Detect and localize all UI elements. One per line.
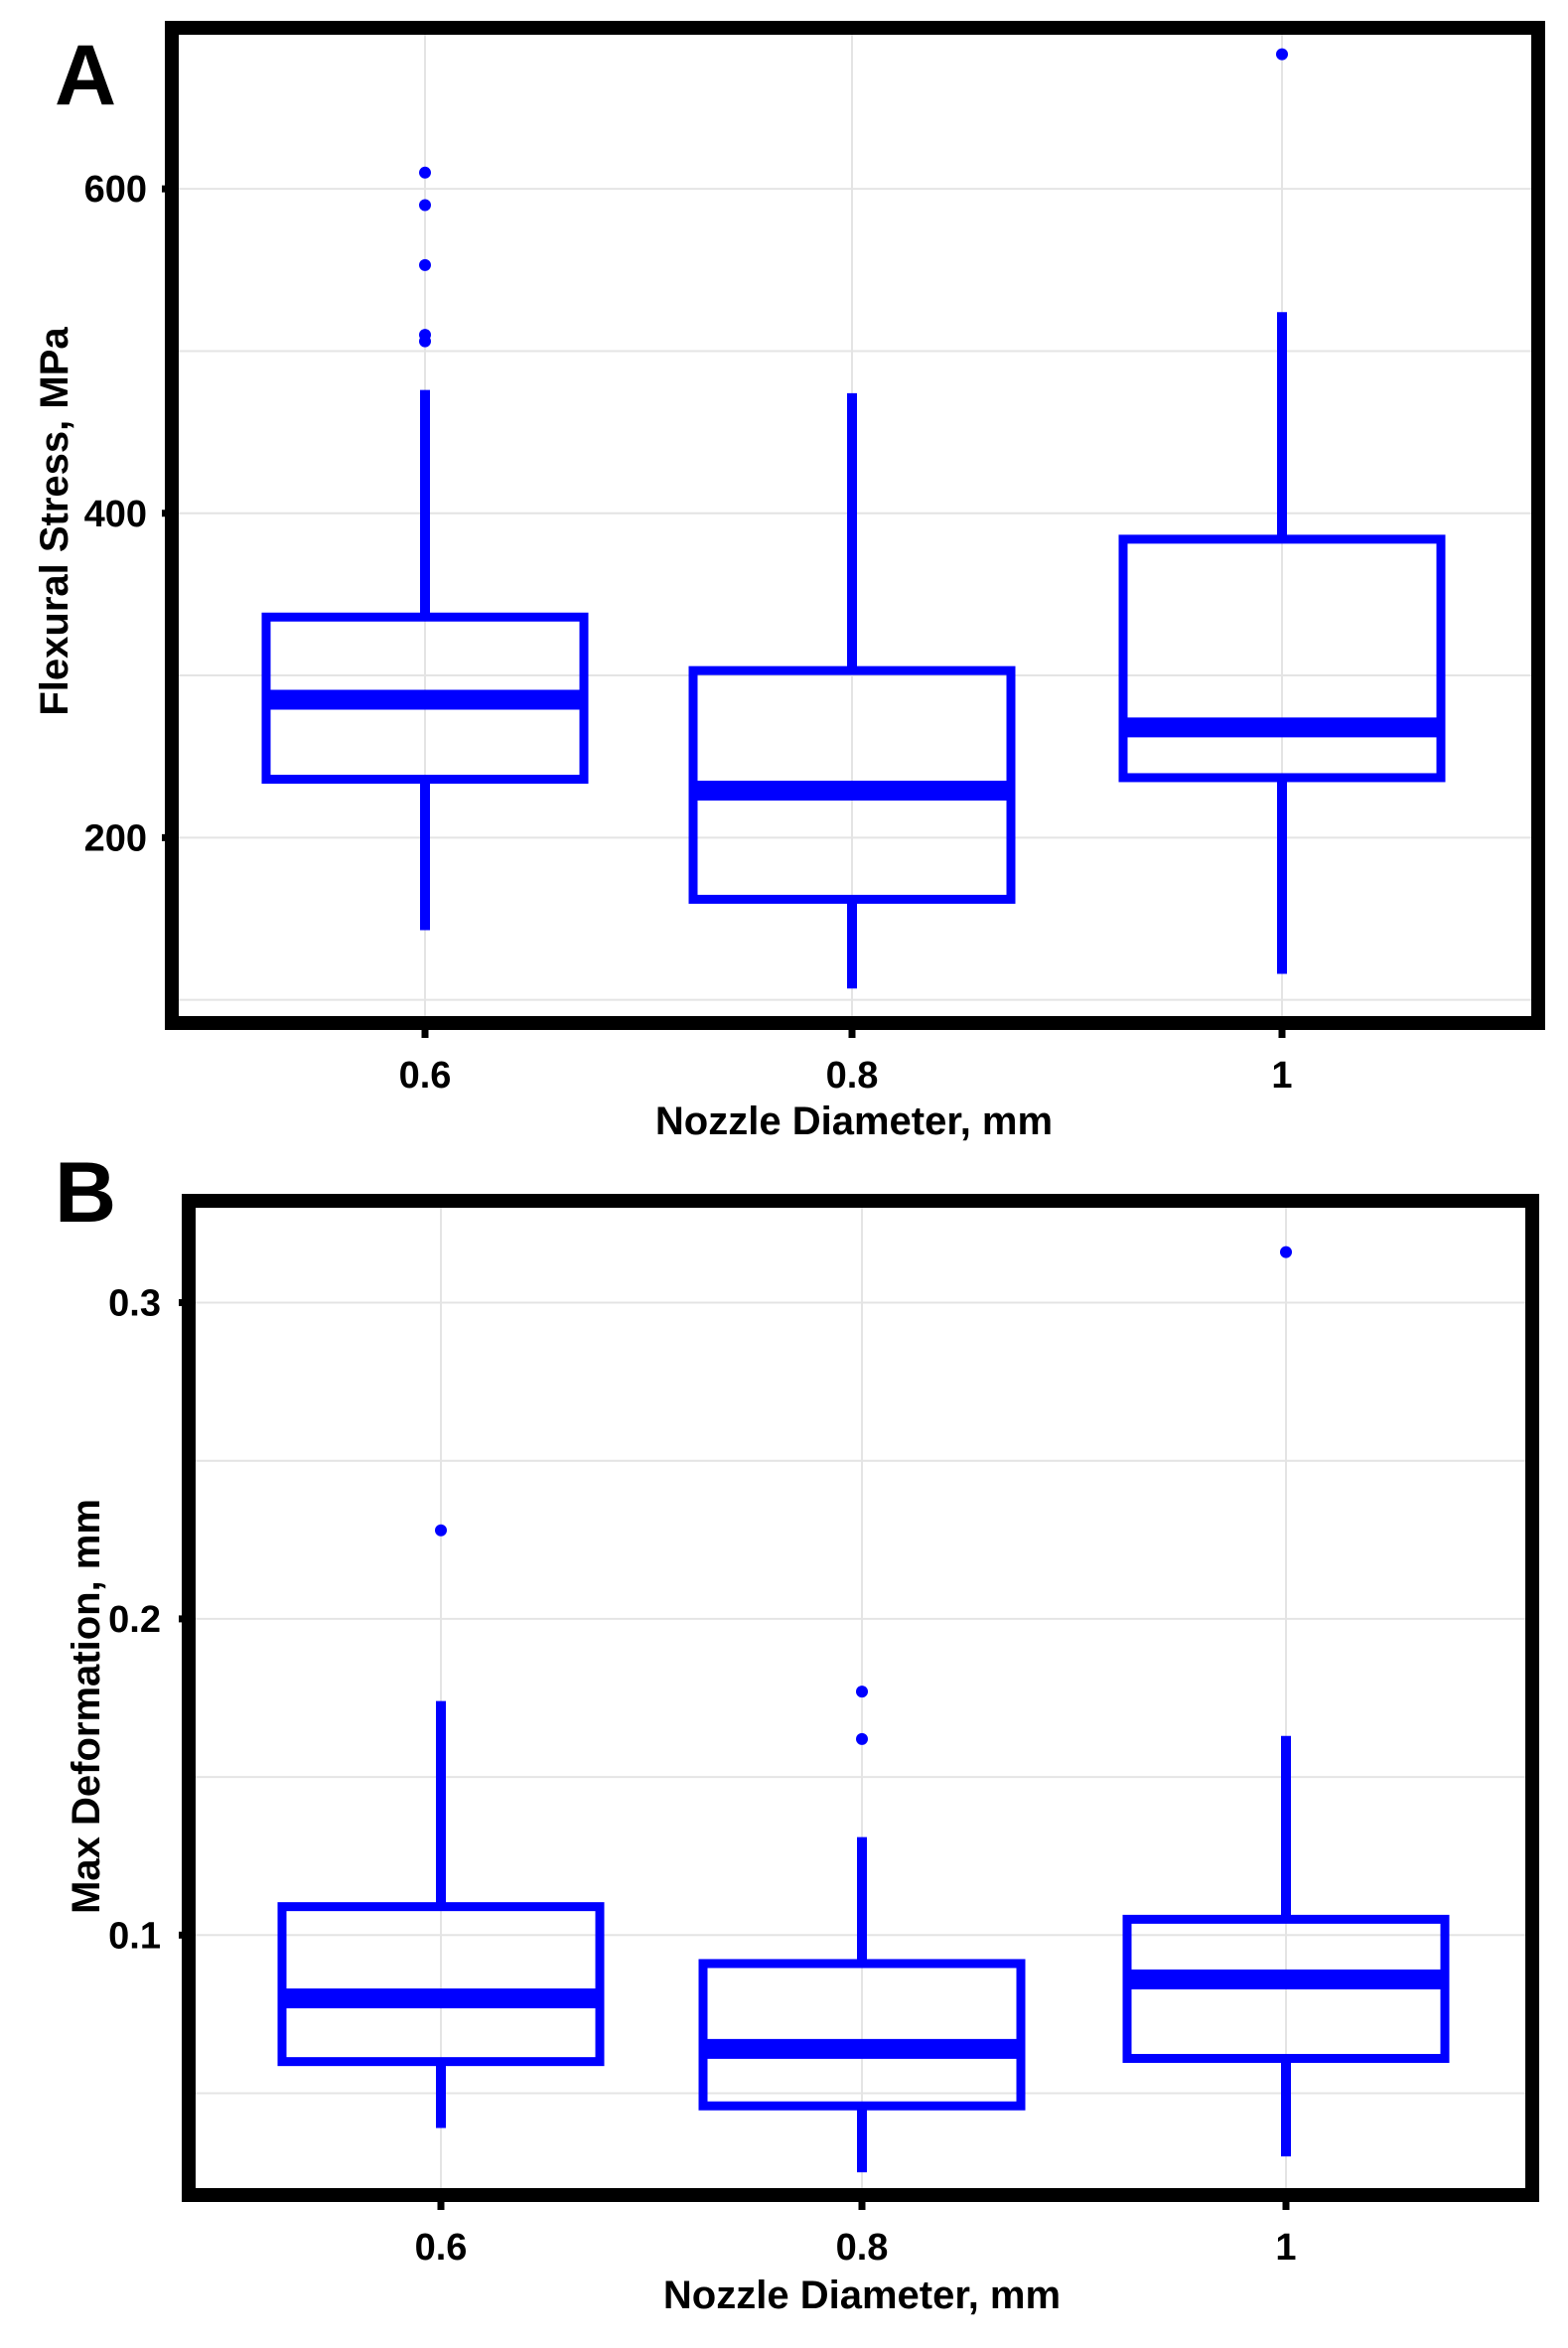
x-tick-label: 1 [1275,2227,1296,2269]
panel-b-letter: B [55,1145,116,1241]
panel-a-y-axis-title: Flexural Stress, MPa [33,327,76,716]
panel-b-boxes [277,1246,1450,2173]
panel-a-y-ticks: 200 400 600 [84,169,172,859]
x-tick-label: 0.6 [415,2227,468,2269]
panel-b-y-axis-title: Max Deformation, mm [65,1499,108,1914]
y-tick-label: 200 [84,817,147,859]
x-tick-label: 1 [1271,1055,1292,1097]
panel-b: B 0.10.20.3 0.6 0.8 1 Nozzle Diameter, mm … [55,1145,1539,2317]
outlier-point [419,258,431,271]
box-iqr [277,1902,605,2067]
panel-a-x-axis-title: Nozzle Diameter, mm [655,1100,1053,1143]
x-tick-label: 0.6 [399,1055,452,1097]
outlier-point [856,1732,868,1745]
panel-b-x-ticks: 0.6 0.8 1 [415,2195,1297,2269]
panel-a-boxes [261,48,1446,989]
x-tick-label: 0.8 [836,2227,889,2269]
y-tick-label: 400 [84,494,147,535]
outlier-point [419,199,431,212]
panel-b-x-axis-title: Nozzle Diameter, mm [663,2274,1061,2317]
y-tick-label: 600 [84,169,147,211]
y-tick-label: 0.1 [108,1915,161,1957]
box-iqr [1118,534,1446,783]
y-tick-label: 0.2 [108,1599,161,1641]
outlier-point [419,329,431,342]
outlier-point [1276,48,1288,61]
outlier-point [435,1524,447,1537]
panel-a-x-ticks: 0.6 0.8 1 [399,1023,1293,1097]
y-tick-label: 0.3 [108,1283,161,1325]
outlier-point [856,1686,868,1698]
outlier-point [1280,1246,1292,1258]
box-iqr [698,1959,1026,2111]
panel-b-y-ticks: 0.1 0.2 0.3 [108,1283,189,1957]
panel-a-letter: A [55,28,116,123]
outlier-point [419,166,431,179]
x-tick-label: 0.8 [826,1055,879,1097]
